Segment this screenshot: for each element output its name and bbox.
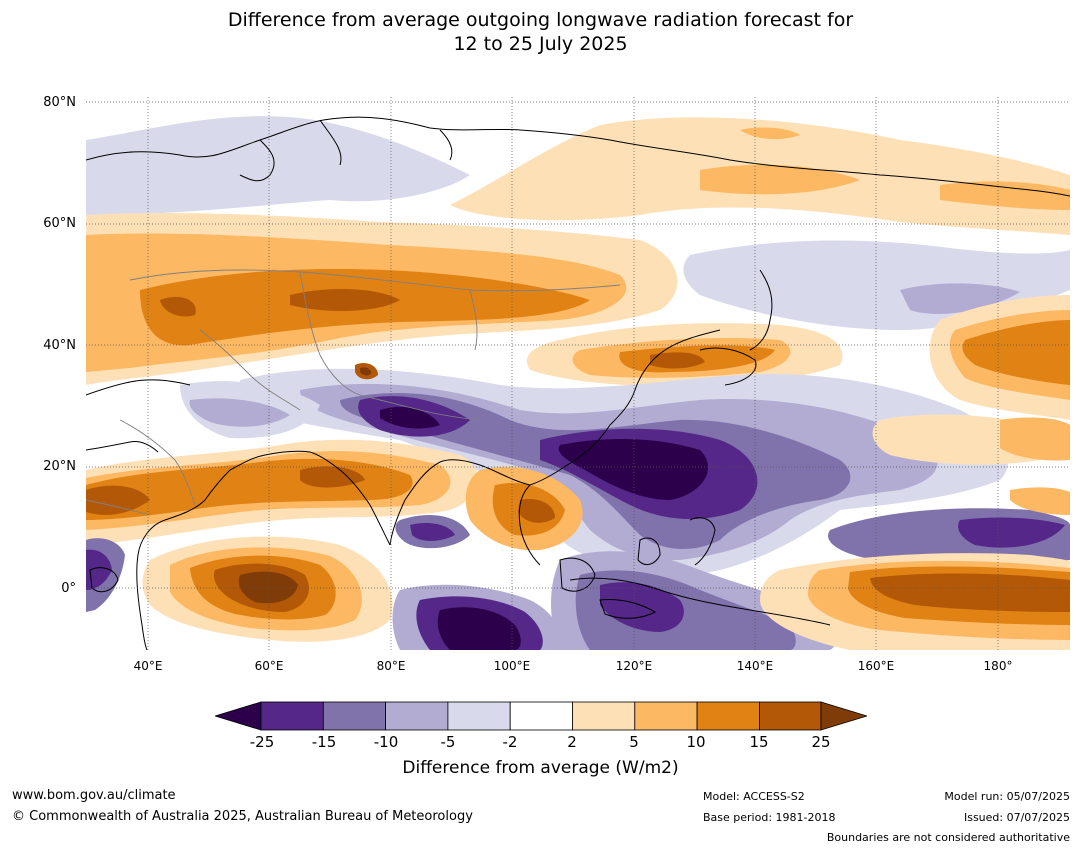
colorbar-segment	[385, 701, 449, 731]
issued-date: Issued: 07/07/2025	[963, 811, 1070, 824]
colorbar-under-arrow	[215, 701, 262, 731]
colorbar-tick: 5	[629, 733, 639, 751]
colorbar-segment	[322, 701, 387, 731]
website-link[interactable]: www.bom.gov.au/climate	[12, 788, 176, 803]
lat-label-0: 0°	[61, 581, 76, 596]
colorbar-segment	[447, 701, 511, 731]
olr-anomaly-map	[86, 97, 1070, 650]
lon-label-140e: 140°E	[736, 659, 774, 673]
lon-label-160e: 160°E	[857, 659, 895, 673]
colorbar-tick: -10	[373, 733, 399, 751]
lat-label-80n: 80°N	[43, 95, 76, 110]
colorbar-tick: 15	[749, 733, 769, 751]
colorbar-segment	[696, 701, 760, 731]
lon-label-60e: 60°E	[254, 659, 284, 673]
chart-title: Difference from average outgoing longwav…	[0, 8, 1081, 56]
colorbar-over-arrow	[820, 701, 867, 731]
lon-label-80e: 80°E	[376, 659, 406, 673]
base-period: Base period: 1981-2018	[703, 811, 836, 824]
country-borders	[86, 269, 621, 516]
colorbar-segment	[572, 701, 636, 731]
colorbar-tick: -2	[502, 733, 518, 751]
map-svg	[86, 97, 1070, 650]
lon-label-120e: 120°E	[615, 659, 653, 673]
colorbar-segment	[509, 701, 573, 731]
colorbar-segment	[260, 701, 324, 731]
colorbar-segment	[759, 701, 822, 731]
colorbar-tick: 2	[567, 733, 577, 751]
lat-label-40n: 40°N	[43, 338, 76, 353]
coastlines	[86, 116, 1070, 650]
gridlines	[86, 97, 1070, 650]
lon-label-100e: 100°E	[493, 659, 531, 673]
lat-label-20n: 20°N	[43, 459, 76, 474]
colorbar-label: Difference from average (W/m2)	[402, 758, 679, 778]
colorbar-tick: -25	[249, 733, 275, 751]
title-line-1: Difference from average outgoing longwav…	[227, 9, 854, 31]
lon-label-40e: 40°E	[133, 659, 163, 673]
copyright-text: © Commonwealth of Australia 2025, Austra…	[12, 809, 473, 824]
title-line-2: 12 to 25 July 2025	[453, 33, 628, 55]
colorbar-tick: 10	[686, 733, 706, 751]
anomaly-field	[86, 116, 1070, 650]
colorbar-tick: 25	[811, 733, 831, 751]
lat-label-60n: 60°N	[43, 216, 76, 231]
colorbar-tick: -5	[440, 733, 456, 751]
boundaries-disclaimer: Boundaries are not considered authoritat…	[826, 831, 1070, 844]
colorbar-segment	[634, 701, 698, 731]
model-name: Model: ACCESS-S2	[703, 790, 805, 803]
colorbar-tick: -15	[311, 733, 337, 751]
model-run-date: Model run: 05/07/2025	[944, 790, 1070, 803]
colorbar	[215, 701, 867, 731]
lon-label-180: 180°	[983, 659, 1013, 673]
